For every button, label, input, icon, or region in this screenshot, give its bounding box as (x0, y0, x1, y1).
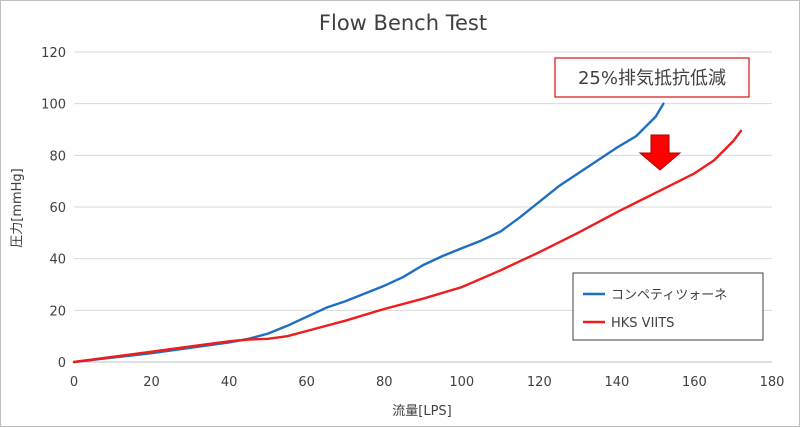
annotation-box: 25%排気抵抗低減 (554, 57, 750, 98)
x-tick-label: 180 (760, 375, 785, 390)
y-tick-label: 60 (49, 201, 66, 216)
x-axis-label: 流量[LPS] (392, 404, 451, 419)
legend: コンペティツォーネ HKS VIITS (572, 272, 764, 341)
x-tick-label: 60 (298, 375, 315, 390)
down-arrow-icon (638, 134, 682, 171)
y-tick-label: 20 (49, 304, 66, 319)
x-tick-label: 80 (376, 375, 393, 390)
series-line-2 (72, 129, 743, 364)
x-tick-label: 0 (70, 375, 78, 390)
y-tick-label: 0 (58, 356, 66, 371)
y-tick-label: 120 (41, 46, 66, 61)
x-tick-label: 120 (527, 375, 552, 390)
annotation-text: 25%排気抵抗低減 (578, 68, 726, 89)
x-tick-label: 160 (682, 375, 707, 390)
legend-label: コンペティツォーネ (611, 288, 727, 303)
y-tick-label: 40 (49, 253, 66, 268)
x-tick-label: 100 (449, 375, 474, 390)
x-tick-label: 140 (604, 375, 629, 390)
x-tick-label: 40 (221, 375, 238, 390)
chart-title: Flow Bench Test (319, 11, 487, 35)
y-tick-label: 80 (49, 149, 66, 164)
y-tick-label: 100 (41, 98, 66, 113)
x-tick-label: 20 (143, 375, 160, 390)
y-axis-label: 圧力[mmHg] (10, 168, 25, 248)
legend-label: HKS VIITS (611, 316, 674, 331)
